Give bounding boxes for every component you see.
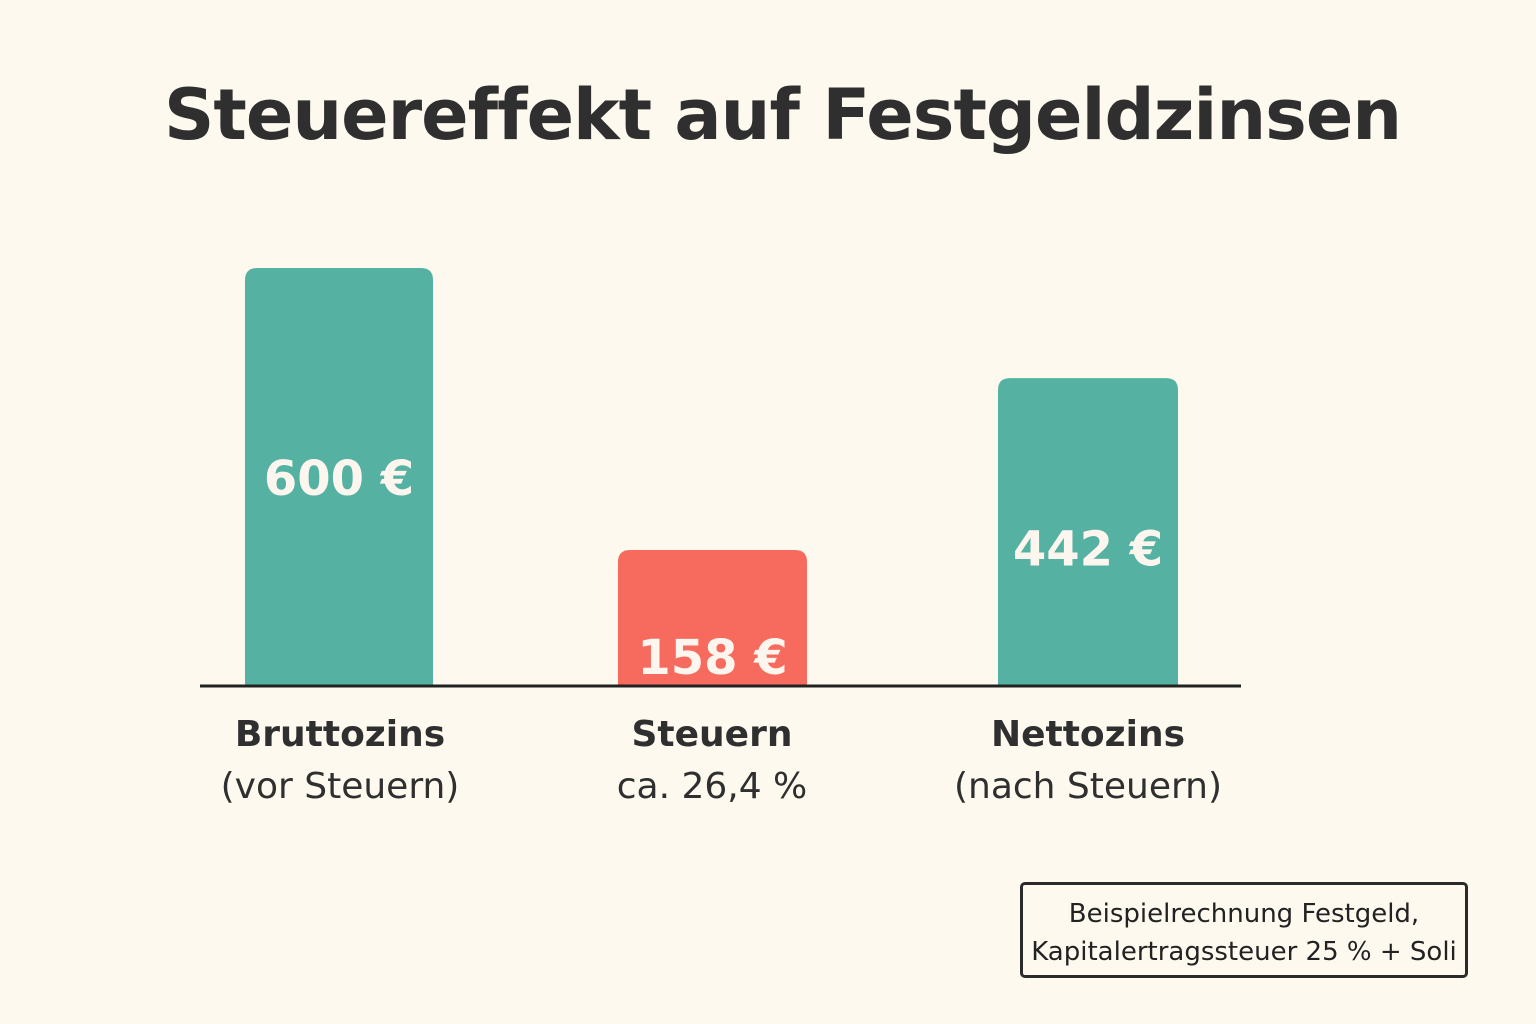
category-name: Bruttozins <box>234 714 446 755</box>
bar-nettozins <box>998 378 1178 686</box>
bars-group: 600 € 158 € 442 € <box>245 268 1178 686</box>
category-name: Steuern <box>631 714 793 755</box>
bar-value-label: 600 € <box>264 451 414 507</box>
category-label-nettozins: Nettozins (nach Steuern) <box>908 709 1268 813</box>
category-label-bruttozins: Bruttozins (vor Steuern) <box>160 709 520 813</box>
chart-title: Steuereffekt auf Festgeldzinsen <box>164 74 1402 156</box>
category-name: Nettozins <box>990 714 1186 755</box>
category-label-steuern: Steuern ca. 26,4 % <box>532 709 892 813</box>
annotation-line: Beispielrechnung Festgeld, <box>1068 899 1420 929</box>
annotation-box: Beispielrechnung Festgeld, Kapitalertrag… <box>1020 882 1468 978</box>
category-sublabel: ca. 26,4 % <box>616 766 808 807</box>
category-sublabel: (nach Steuern) <box>953 766 1223 807</box>
category-sublabel: (vor Steuern) <box>220 766 460 807</box>
bar-bruttozins <box>245 268 433 686</box>
bar-steuern <box>618 550 807 686</box>
bar-value-label: 158 € <box>637 630 787 686</box>
bar-value-label: 442 € <box>1013 521 1163 577</box>
annotation-line: Kapitalertragssteuer 25 % + Soli <box>1031 937 1457 967</box>
